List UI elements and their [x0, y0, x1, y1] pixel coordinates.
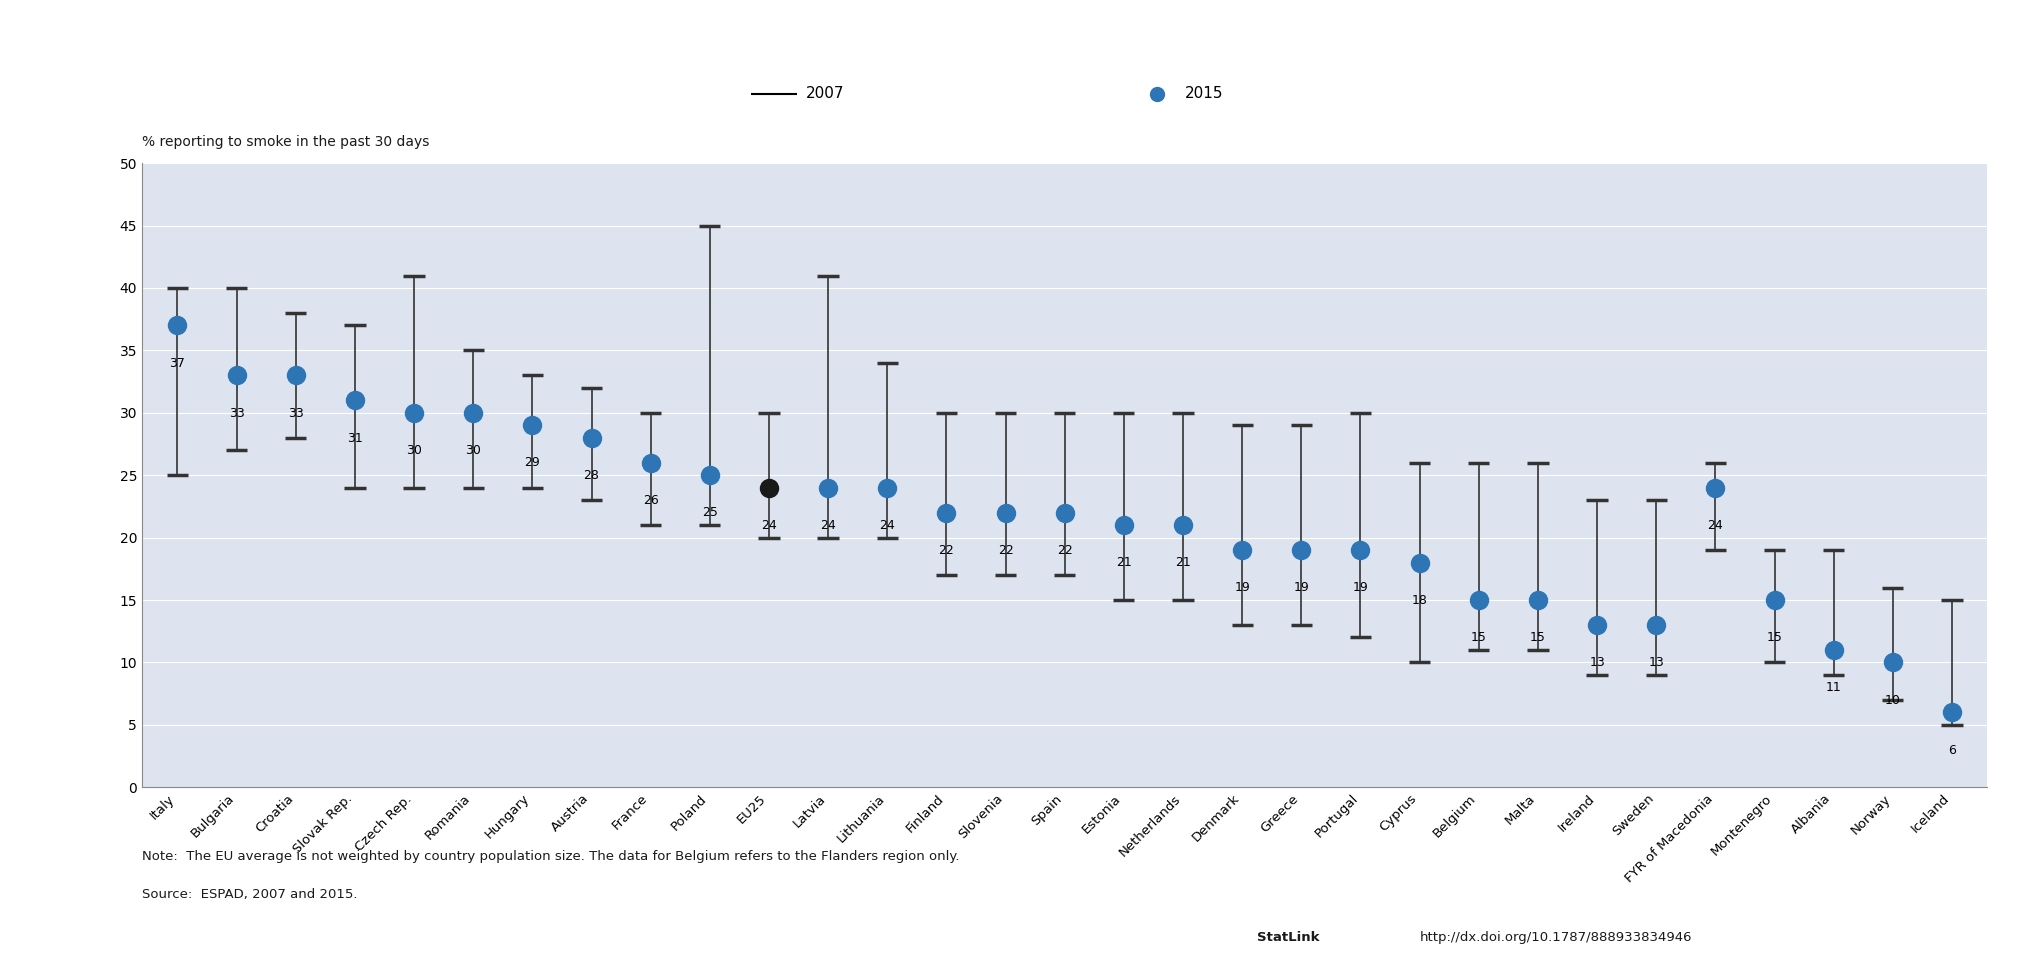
Text: 13: 13 [1590, 657, 1604, 669]
Text: 31: 31 [347, 432, 363, 444]
Text: Note:  The EU average is not weighted by country population size. The data for B: Note: The EU average is not weighted by … [142, 850, 959, 863]
Text: 24: 24 [760, 518, 777, 532]
Text: 29: 29 [525, 456, 539, 469]
Text: 24: 24 [1708, 518, 1724, 532]
Text: 21: 21 [1174, 556, 1190, 569]
Text: StatLink: StatLink [1257, 931, 1320, 945]
Text: 33: 33 [288, 407, 304, 420]
Text: 2015: 2015 [1184, 86, 1223, 101]
Text: 11: 11 [1825, 682, 1841, 694]
Text: 28: 28 [584, 468, 600, 482]
Text: 15: 15 [1470, 632, 1487, 644]
Text: 18: 18 [1411, 593, 1428, 607]
Text: 26: 26 [643, 493, 659, 507]
Text: 30: 30 [464, 444, 481, 457]
Text: 15: 15 [1529, 632, 1545, 644]
Text: 22: 22 [939, 543, 955, 557]
Text: Source:  ESPAD, 2007 and 2015.: Source: ESPAD, 2007 and 2015. [142, 888, 357, 901]
Text: 15: 15 [1766, 632, 1783, 644]
Text: 24: 24 [819, 518, 836, 532]
Text: 10: 10 [1884, 693, 1900, 707]
Text: % reporting to smoke in the past 30 days: % reporting to smoke in the past 30 days [142, 134, 430, 149]
Text: 6: 6 [1949, 743, 1955, 756]
Text: 37: 37 [170, 356, 185, 370]
Text: 2007: 2007 [807, 86, 846, 101]
Text: 30: 30 [406, 444, 422, 457]
Text: 25: 25 [702, 507, 718, 519]
Text: 22: 22 [1057, 543, 1073, 557]
Text: 19: 19 [1294, 581, 1310, 594]
Text: 19: 19 [1235, 581, 1249, 594]
Text: 21: 21 [1115, 556, 1132, 569]
Text: 24: 24 [880, 518, 894, 532]
Text: 13: 13 [1649, 657, 1665, 669]
Text: 22: 22 [998, 543, 1014, 557]
Text: 19: 19 [1353, 581, 1369, 594]
Text: 33: 33 [229, 407, 245, 420]
Text: http://dx.doi.org/10.1787/888933834946: http://dx.doi.org/10.1787/888933834946 [1420, 931, 1691, 945]
